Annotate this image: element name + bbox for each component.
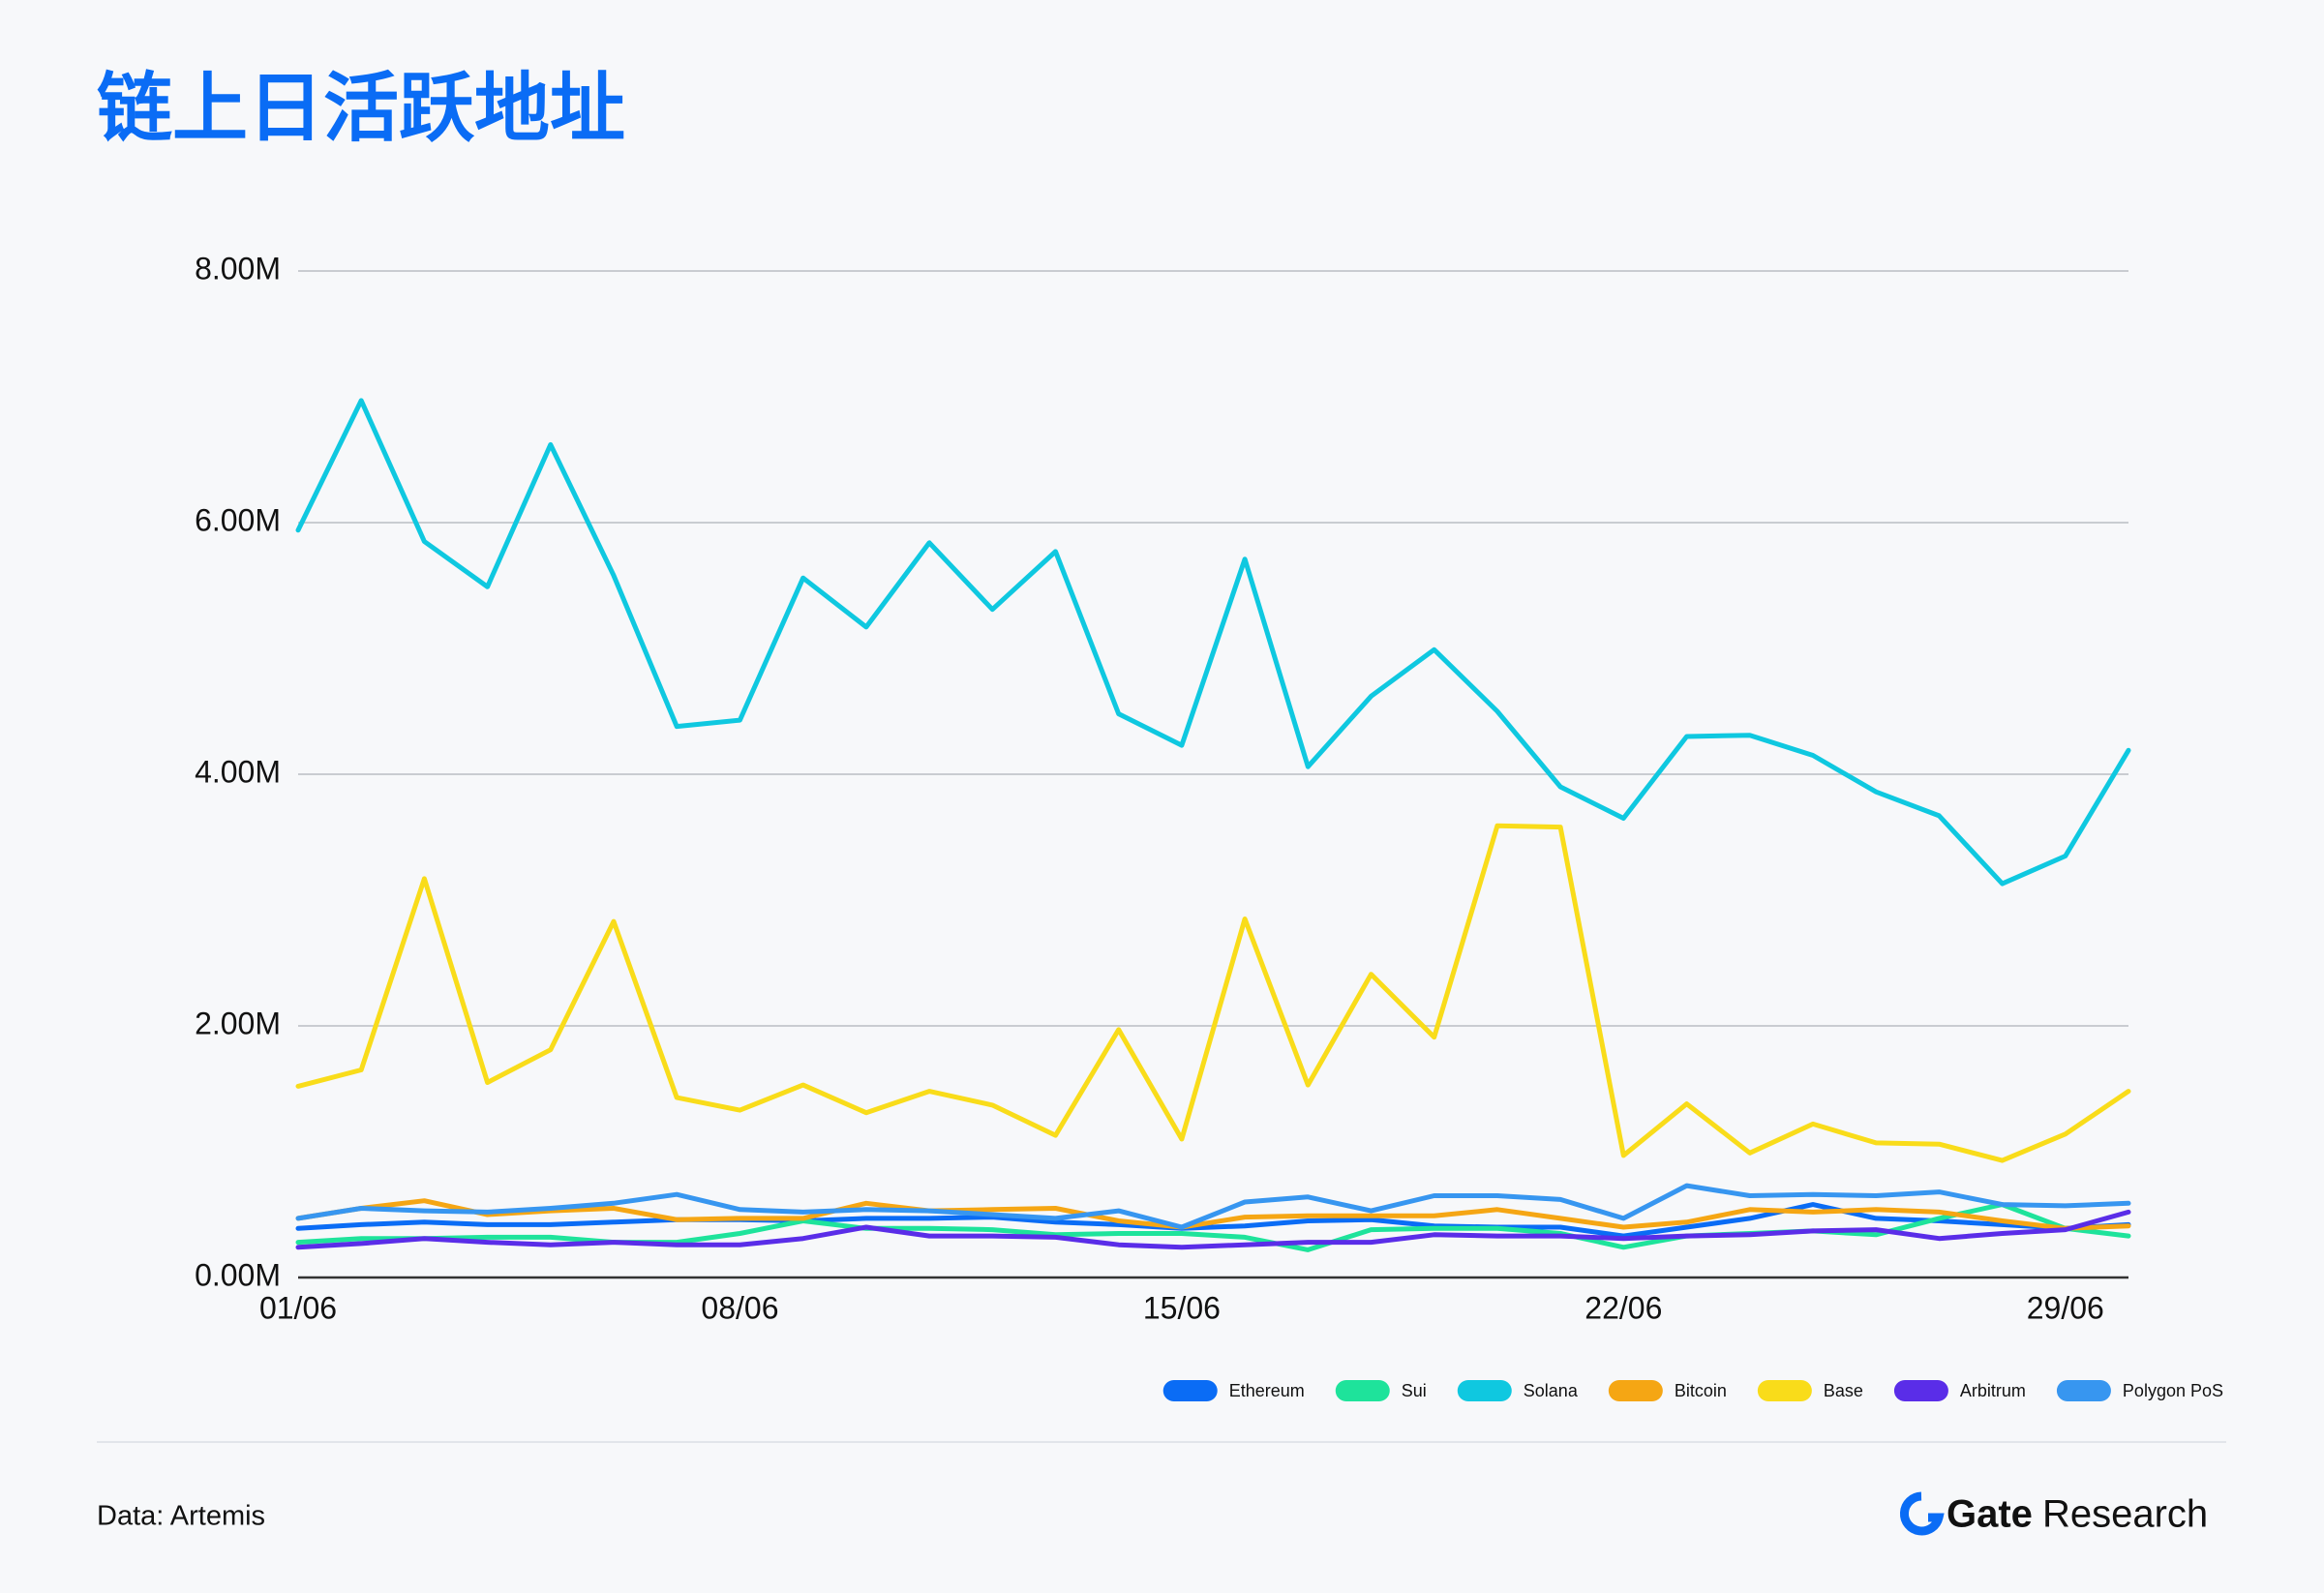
logo-text: Research [2042, 1493, 2208, 1536]
legend-swatch [1457, 1380, 1512, 1401]
y-tick-label: 4.00M [195, 754, 281, 789]
series-line [295, 1209, 2131, 1250]
legend-swatch [1335, 1380, 1390, 1401]
legend: Ethereum Sui Solana Bitcoin Base Arbitrum Poly… [1162, 1380, 2223, 1401]
series-line [295, 1198, 2131, 1231]
x-tick-label: 22/06 [1585, 1290, 1662, 1325]
series-line [295, 823, 2131, 1163]
legend-label: Bitcoin [1675, 1381, 1727, 1400]
logo: Gate Research [1899, 1491, 2208, 1536]
source: Data: Artemis [97, 1501, 265, 1532]
series-line [295, 1183, 2131, 1230]
legend-swatch [1757, 1380, 1812, 1401]
legend-label: Polygon PoS [2123, 1381, 2223, 1400]
legend-label: Ethereum [1229, 1381, 1305, 1400]
x-tick-label: 01/06 [259, 1290, 337, 1325]
legend-label: Arbitrum [1960, 1381, 2026, 1400]
legend-swatch [2056, 1380, 2111, 1401]
x-tick-label: 29/06 [2027, 1290, 2104, 1325]
series-line [295, 1202, 2131, 1239]
y-tick-label: 2.00M [195, 1006, 281, 1040]
x-tick-label: 08/06 [701, 1290, 778, 1325]
y-tick-label: 0.00M [195, 1257, 281, 1292]
logo-icon [1899, 1491, 1945, 1536]
legend-label: Base [1824, 1381, 1863, 1400]
legend-swatch [1893, 1380, 1948, 1401]
series-line [295, 398, 2131, 887]
legend-label: Solana [1524, 1381, 1579, 1400]
logo-name: Gate [1947, 1493, 2033, 1536]
legend-swatch [1162, 1380, 1218, 1401]
y-tick-label: 6.00M [195, 502, 281, 537]
legend-swatch [1608, 1380, 1663, 1401]
x-tick-label: 15/06 [1143, 1290, 1221, 1325]
legend-label: Sui [1402, 1381, 1427, 1400]
y-tick-label: 8.00M [195, 251, 281, 286]
chart-title: 链上日活跃地址 [97, 66, 625, 151]
